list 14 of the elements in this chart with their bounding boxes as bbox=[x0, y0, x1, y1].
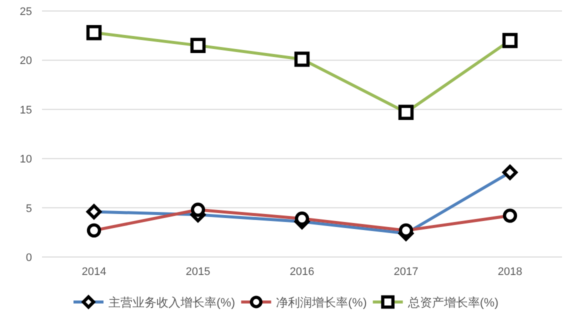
y-tick-label: 5 bbox=[26, 202, 32, 215]
x-tick-label: 2016 bbox=[290, 266, 314, 278]
y-tick-label: 20 bbox=[20, 55, 32, 68]
y-tick-label: 15 bbox=[20, 104, 32, 116]
legend-label: 主营业务收入增长率(%) bbox=[108, 296, 236, 310]
x-tick-label: 2017 bbox=[394, 266, 418, 278]
x-tick-label: 2014 bbox=[82, 266, 106, 278]
legend-label: 净利润增长率(%) bbox=[276, 296, 367, 310]
x-tick-label: 2015 bbox=[186, 266, 210, 278]
legend-label: 总资产增长率(%) bbox=[406, 296, 499, 310]
y-tick-label: 0 bbox=[26, 252, 32, 264]
y-tick-label: 25 bbox=[20, 6, 32, 18]
x-tick-label: 2018 bbox=[498, 266, 522, 278]
y-tick-label: 10 bbox=[20, 154, 32, 166]
